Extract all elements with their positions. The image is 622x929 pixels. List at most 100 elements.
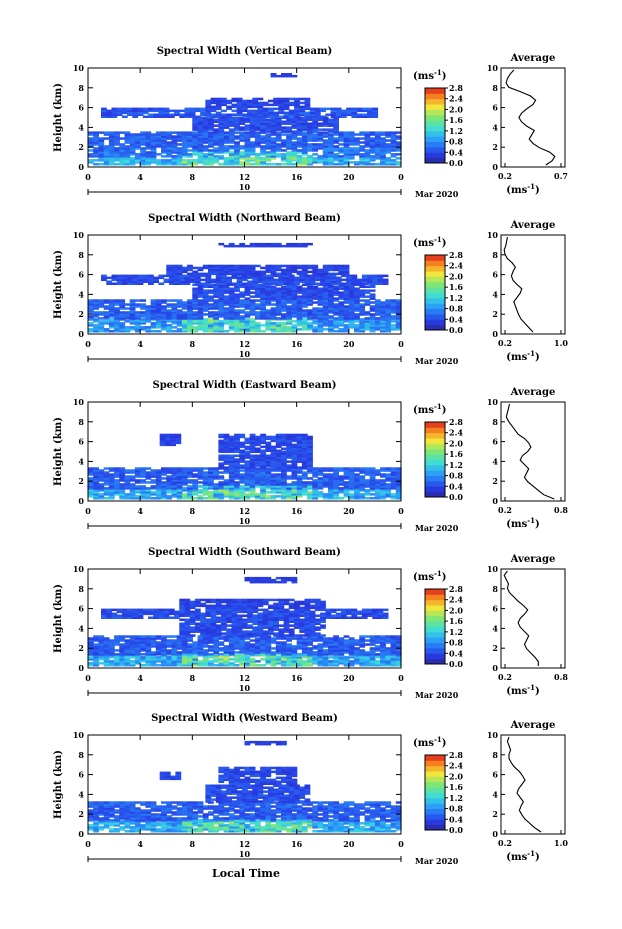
heatmap-cell: [307, 299, 313, 302]
heatmap-cell: [223, 141, 230, 144]
heatmap-cell: [380, 305, 386, 308]
heatmap-cell: [88, 131, 94, 134]
heatmap-cell: [103, 161, 110, 164]
heatmap-cell: [223, 120, 230, 123]
heatmap-cell: [161, 324, 167, 327]
heatmap-cell: [395, 149, 402, 152]
heatmap-cell: [223, 479, 230, 482]
heatmap-cell: [252, 276, 259, 280]
heatmap-cell: [103, 149, 110, 152]
heatmap-cell: [260, 145, 266, 148]
heatmap-cell: [202, 289, 209, 292]
heatmap-cell: [205, 282, 212, 285]
heatmap-cell: [140, 305, 146, 308]
heatmap-cell: [307, 485, 313, 488]
heatmap-cell: [333, 291, 339, 294]
heatmap-cell: [114, 163, 120, 166]
heatmap-cell: [98, 301, 105, 304]
heatmap-cell: [312, 153, 319, 156]
heatmap-cell: [197, 268, 204, 272]
heatmap-cell: [187, 131, 193, 134]
heatmap-cell: [286, 151, 292, 154]
heatmap-cell: [145, 139, 152, 142]
heatmap-cell: [317, 481, 324, 484]
average-unit-exponent: -1: [527, 516, 535, 525]
heatmap-cell: [328, 328, 334, 331]
heatmap-cell: [354, 293, 360, 296]
heatmap-cell: [354, 326, 360, 329]
heatmap-cell: [231, 105, 238, 109]
heatmap-cell: [189, 113, 196, 116]
heatmap-cell: [181, 161, 188, 164]
heatmap-cell: [275, 131, 282, 134]
heatmap-cell: [348, 493, 355, 496]
heatmap-cell: [328, 489, 334, 492]
heatmap-cell: [239, 654, 246, 657]
heatmap-cell: [88, 317, 94, 320]
heatmap-cell: [275, 307, 282, 310]
heatmap-cell: [213, 299, 219, 302]
heatmap-cell: [234, 447, 240, 450]
heatmap-cell: [93, 656, 99, 659]
heatmap-cell: [307, 649, 313, 652]
heatmap-cell: [241, 101, 248, 105]
heatmap-cell: [124, 647, 131, 650]
heatmap-cell: [307, 270, 313, 274]
heatmap-cell: [88, 469, 94, 472]
heatmap-cell: [265, 454, 272, 457]
heatmap-cell: [354, 485, 360, 488]
heatmap-cell: [317, 658, 324, 661]
heatmap-cell: [176, 328, 183, 331]
heatmap-cell: [364, 322, 371, 325]
heatmap-cell: [119, 143, 126, 146]
heatmap-cell: [380, 161, 386, 164]
heatmap-cell: [223, 471, 230, 474]
heatmap-cell: [322, 141, 329, 144]
heatmap-cell: [374, 131, 381, 134]
heatmap-cell: [223, 449, 230, 452]
heatmap-cell: [286, 320, 292, 323]
heatmap-cell: [159, 443, 166, 447]
heatmap-cell: [249, 120, 256, 123]
heatmap-cell: [354, 491, 360, 494]
heatmap-cell: [380, 309, 386, 312]
heatmap-cell: [369, 145, 376, 148]
heatmap-cell: [301, 149, 308, 152]
colorbar-segment: [425, 136, 445, 142]
heatmap-cell: [234, 155, 240, 158]
heatmap-cell: [145, 163, 152, 166]
heatmap-cell: [348, 322, 355, 325]
heatmap-cell: [385, 307, 392, 310]
heatmap-cell: [385, 662, 392, 665]
heatmap-cell: [275, 651, 282, 654]
date-month: Mar 2020: [415, 189, 459, 199]
heatmap-cell: [312, 291, 319, 294]
heatmap-cell: [254, 647, 261, 650]
heatmap-cell: [348, 483, 355, 486]
heatmap-cell: [166, 469, 173, 472]
heatmap-cell: [228, 326, 235, 329]
heatmap-cell: [301, 320, 308, 323]
heatmap-cell: [380, 324, 386, 327]
heatmap-cell: [260, 452, 266, 455]
heatmap-cell: [374, 133, 381, 136]
heatmap-cell: [114, 326, 120, 329]
heatmap-cell: [181, 301, 188, 304]
heatmap-cell: [369, 475, 376, 478]
heatmap-cell: [262, 278, 269, 282]
heatmap-cell: [181, 135, 188, 138]
heatmap-cell: [254, 270, 261, 274]
heatmap-cell: [286, 647, 292, 650]
heatmap-cell: [244, 658, 251, 661]
heatmap-cell: [166, 330, 173, 333]
heatmap-cell: [236, 109, 243, 113]
heatmap-cell: [307, 660, 313, 663]
heatmap-cell: [134, 161, 141, 164]
heatmap-cell: [103, 656, 110, 659]
heatmap-cell: [380, 330, 386, 333]
heatmap-cell: [291, 493, 298, 496]
heatmap-cell: [205, 99, 212, 103]
heatmap-cell: [380, 311, 386, 314]
heatmap-cell: [260, 477, 266, 480]
colorbar-tick-label: 0.8: [449, 304, 463, 314]
